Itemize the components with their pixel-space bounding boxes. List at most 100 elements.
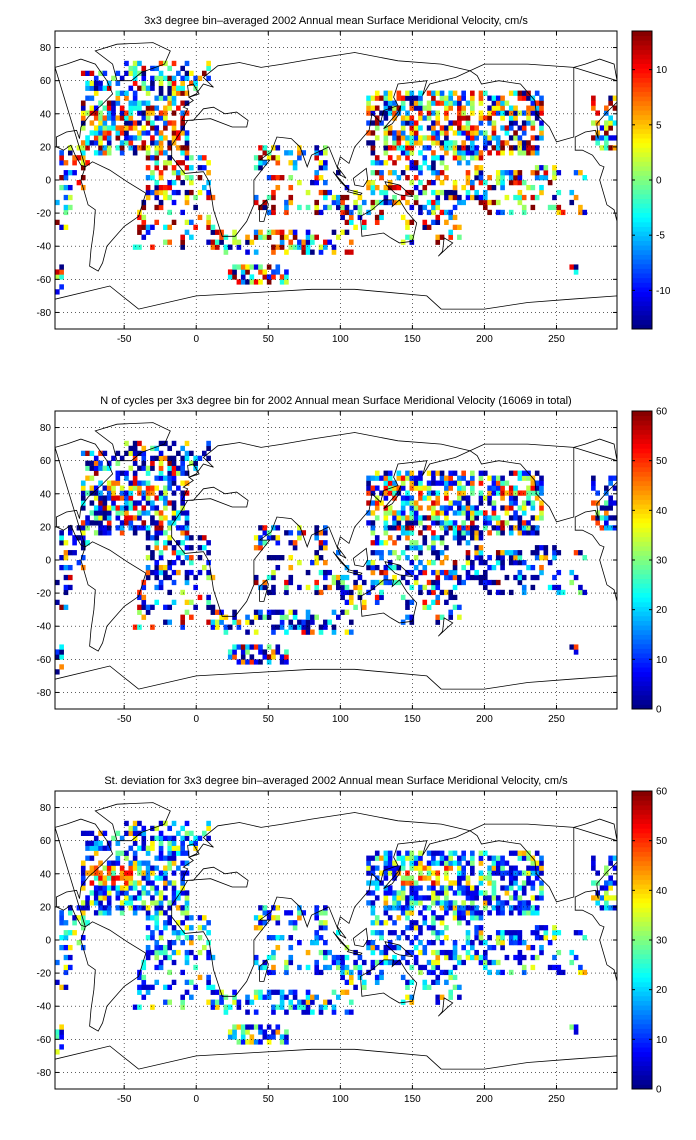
data-cell [539, 189, 544, 196]
data-cell [297, 239, 302, 245]
data-cell [132, 820, 138, 827]
data-cell [431, 475, 436, 481]
data-cell [495, 175, 501, 181]
data-cell [435, 510, 441, 516]
data-cell [253, 659, 259, 665]
data-cell [171, 820, 177, 827]
data-cell [361, 599, 367, 605]
data-cell [80, 125, 86, 131]
data-cell [249, 239, 255, 245]
data-cell [59, 654, 64, 660]
data-cell [102, 495, 108, 501]
data-cell [591, 100, 596, 106]
data-cell [552, 964, 557, 971]
data-cell [288, 920, 294, 926]
data-cell [141, 835, 147, 841]
data-cell [448, 214, 454, 221]
data-cell [80, 900, 86, 906]
data-cell [344, 954, 350, 961]
data-cell [266, 150, 272, 156]
data-cell [301, 1004, 307, 1010]
data-cell [184, 979, 190, 985]
data-cell [383, 150, 389, 156]
data-cell [171, 440, 177, 447]
data-cell [444, 209, 449, 216]
data-cell [210, 194, 216, 201]
data-cell [500, 180, 505, 186]
data-cell [513, 875, 518, 881]
data-cell [578, 209, 583, 216]
data-cell [55, 654, 60, 660]
data-cell [184, 70, 190, 76]
data-cell [612, 880, 618, 886]
data-cell [448, 480, 454, 486]
data-cell [543, 925, 549, 931]
y-tick-label: 20 [40, 902, 52, 913]
data-cell [569, 644, 575, 650]
data-cell [318, 175, 324, 181]
data-cell [426, 100, 432, 106]
coastline [55, 285, 617, 329]
colorbar-segment [632, 814, 652, 820]
data-cell [249, 279, 255, 285]
data-cell [409, 120, 415, 126]
data-cell [106, 870, 112, 876]
data-cell [539, 855, 544, 861]
data-cell [89, 840, 95, 846]
data-cell [279, 999, 285, 1005]
data-cell [452, 480, 458, 486]
data-cell [426, 165, 432, 171]
data-cell [76, 155, 82, 161]
data-cell [599, 125, 605, 131]
coastline [55, 438, 147, 652]
data-cell [180, 525, 185, 531]
data-cell [435, 90, 441, 96]
data-cell [422, 599, 428, 605]
data-cell [470, 870, 475, 876]
data-cell [232, 269, 237, 275]
data-cell [154, 530, 160, 536]
data-cell [154, 890, 160, 896]
data-cell [141, 890, 147, 896]
data-cell [344, 599, 350, 605]
data-cell [543, 170, 549, 176]
data-cell [275, 989, 281, 995]
data-cell [163, 574, 168, 581]
data-cell [357, 194, 363, 201]
data-cell [93, 485, 99, 491]
data-cell [474, 550, 479, 556]
colorbar-tick-label: 20 [656, 605, 668, 616]
data-cell [379, 214, 384, 221]
data-cell [457, 194, 462, 201]
data-cell [573, 194, 579, 201]
data-cell [392, 480, 397, 486]
data-cell [158, 85, 164, 91]
data-cell [552, 204, 557, 211]
data-cell [323, 910, 328, 916]
data-cell [470, 900, 475, 906]
data-cell [400, 95, 406, 101]
data-cell [435, 204, 441, 211]
data-cell [452, 510, 458, 516]
data-cell [370, 145, 376, 151]
data-cell [98, 530, 103, 536]
data-cell [314, 535, 319, 541]
data-cell [478, 110, 484, 116]
data-cell [98, 495, 103, 501]
data-cell [439, 915, 445, 921]
data-cell [457, 920, 462, 926]
data-cell [98, 150, 103, 156]
data-cell [482, 180, 488, 186]
data-cell [426, 110, 432, 116]
data-cell [124, 900, 129, 906]
data-cell [331, 249, 337, 255]
data-cell [288, 574, 294, 581]
data-cell [262, 204, 268, 211]
data-cell [513, 870, 518, 876]
data-cell [163, 545, 168, 551]
y-tick-label: 60 [40, 76, 52, 87]
data-cell [461, 875, 466, 881]
data-cell [55, 959, 60, 966]
data-cell [431, 209, 436, 216]
data-cell [318, 589, 324, 596]
